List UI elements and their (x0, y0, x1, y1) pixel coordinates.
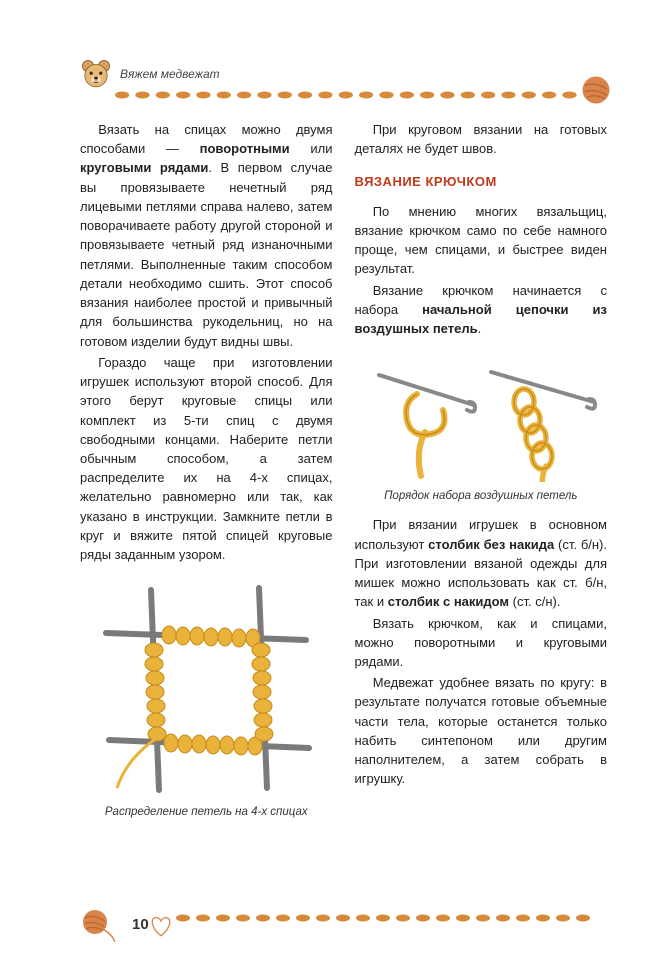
figure-crochet-chain: Порядок набора воздушных петель (355, 352, 608, 505)
yarn-ball-icon (578, 72, 614, 108)
paragraph: Медвежат удобнее вязать по кругу: в резу… (355, 673, 608, 788)
book-page: Вяжем медвежат Вязать на спицах можно дв… (0, 0, 657, 965)
header-title: Вяжем медвежат (120, 67, 220, 81)
section-heading: ВЯЗАНИЕ КРЮЧКОМ (355, 172, 608, 191)
bear-icon (80, 58, 112, 90)
yarn-ball-icon (80, 907, 116, 943)
decorative-border-top (114, 88, 602, 102)
content-area: Вязать на спицах можно двумя способами —… (80, 120, 607, 895)
paragraph: Гораздо чаще при изготовлении игрушек ис… (80, 353, 333, 565)
page-header: Вяжем медвежат (80, 58, 607, 90)
paragraph: Вязать на спицах можно двумя способами —… (80, 120, 333, 351)
heart-icon (148, 915, 174, 937)
paragraph: При вязании игрушек в основном использую… (355, 515, 608, 611)
figure-caption: Распределение петель на 4-х спицах (80, 804, 333, 821)
figure-needles-square: Распределение петель на 4-х спицах (80, 578, 333, 821)
paragraph: По мнению многих вязальщиц, вязание крюч… (355, 202, 608, 279)
right-column: При круговом вязании на готовых деталях … (355, 120, 608, 895)
page-number: 10 (132, 916, 149, 933)
paragraph: При круговом вязании на готовых деталях … (355, 120, 608, 158)
paragraph: Вязание крючком начинается с набора нача… (355, 281, 608, 339)
left-column: Вязать на спицах можно двумя способами —… (80, 120, 333, 895)
paragraph: Вязать крючком, как и спицами, можно пов… (355, 614, 608, 672)
figure-caption: Порядок набора воздушных петель (355, 488, 608, 505)
decorative-border-bottom (175, 911, 605, 925)
